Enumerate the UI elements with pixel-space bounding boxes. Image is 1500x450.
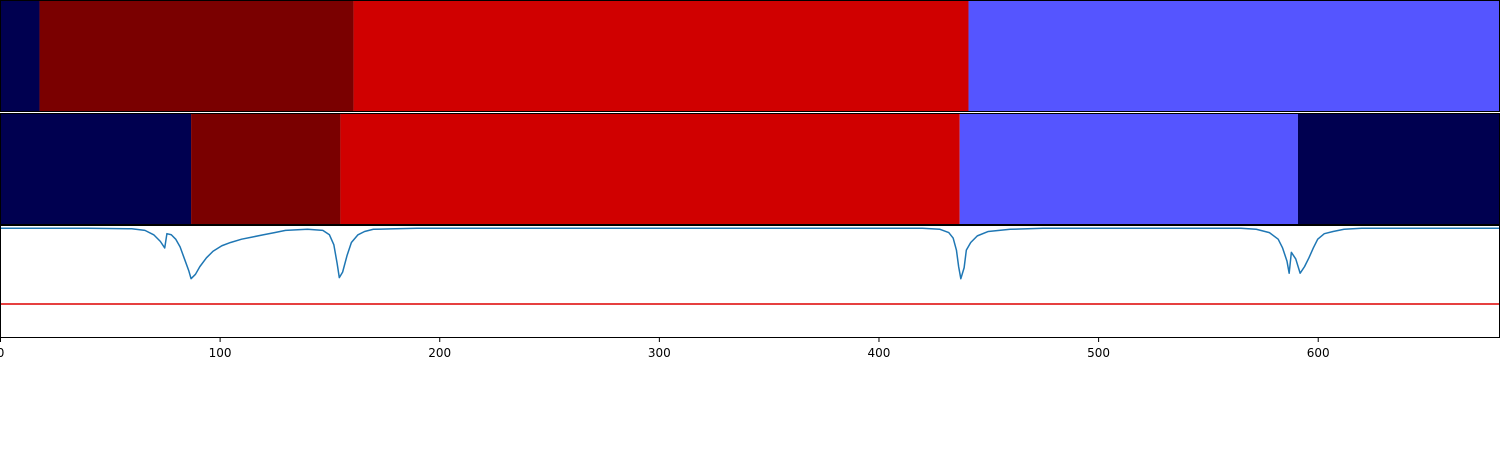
strip-top-segment [353,1,969,112]
line-plot-frame [0,225,1500,338]
strip-top [0,1,1500,112]
strip-top-segment [39,1,354,112]
strip-middle-segment [0,113,192,225]
x-tick-label: 500 [1087,346,1110,360]
strip-middle-segment [191,113,341,225]
strip-middle-segment [959,113,1298,225]
x-axis: 0 100 200 300 400 500 600 [0,338,1330,360]
strip-top-segment [0,1,40,112]
strip-middle [0,113,1500,225]
x-tick-label: 600 [1307,346,1330,360]
strip-middle-segment [340,113,960,225]
x-tick-label: 0 [0,346,4,360]
x-tick-label: 400 [868,346,891,360]
x-tick-label: 300 [648,346,671,360]
series-line-0 [0,227,1500,280]
strip-middle-segment [1297,113,1500,225]
x-tick-label: 200 [428,346,451,360]
x-tick-label: 100 [209,346,232,360]
line-plot [0,227,1500,305]
strip-top-segment [968,1,1500,112]
